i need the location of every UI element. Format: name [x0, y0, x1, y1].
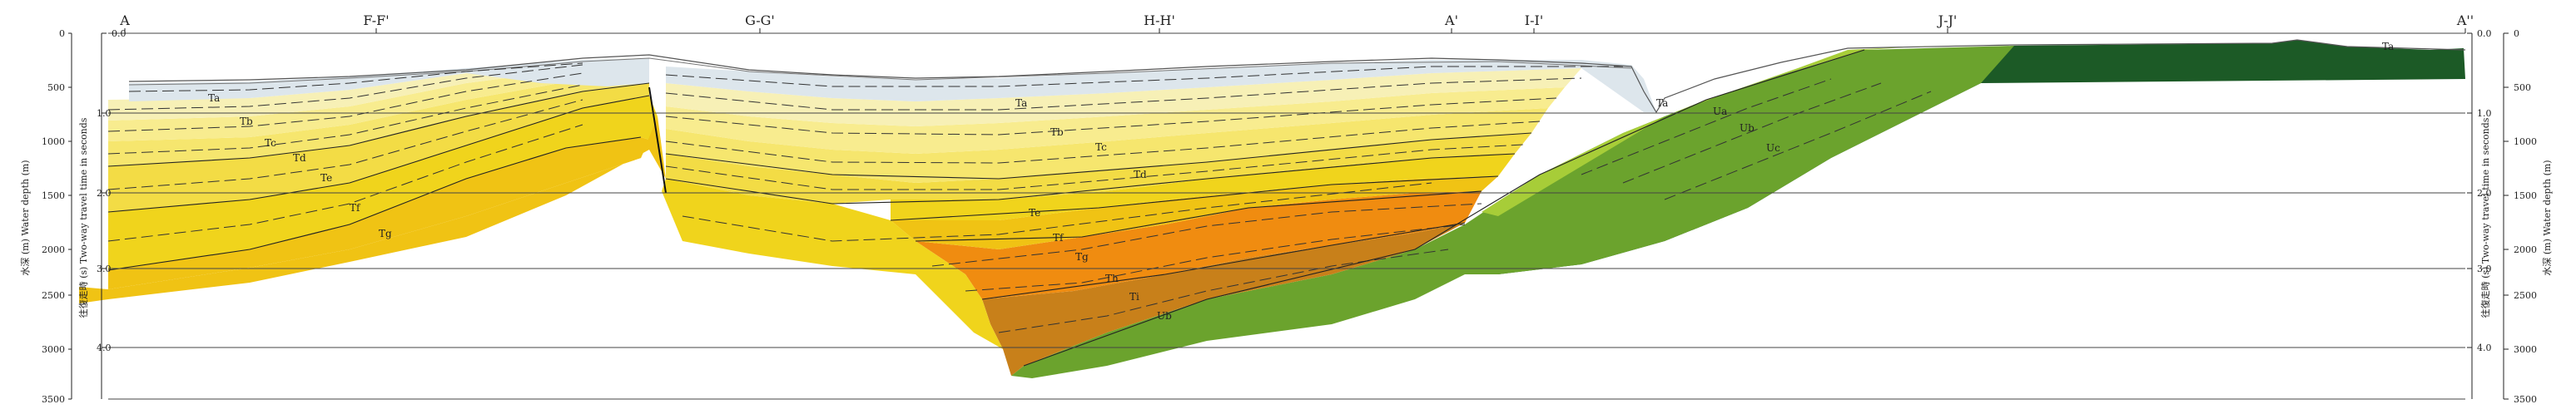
- time-tick-label: 2.0: [97, 188, 112, 199]
- layer-label-ta: Ta: [1015, 97, 1027, 109]
- depth-tick-label: 1000: [2514, 136, 2537, 147]
- unit-te: [108, 83, 1531, 212]
- layer-label-td: Td: [1134, 169, 1147, 180]
- reflector-lines: [107, 62, 1932, 333]
- depth-tick-label: 2000: [2514, 244, 2537, 255]
- location-label-g: G-G': [745, 12, 775, 28]
- layer-label-te: Te: [320, 172, 332, 184]
- sea-floor-line: [128, 39, 2466, 114]
- depth-tick-label: 500: [2514, 82, 2531, 93]
- layer-label-te: Te: [1029, 207, 1040, 219]
- left-time-axis-label: 往復走時 (s) Two-way travel time in seconds: [77, 117, 89, 318]
- time-tick-label: 0.0: [112, 28, 127, 39]
- layer-label-ta: Ta: [2382, 41, 2394, 52]
- location-markers: A F-F' G-G' H-H' A' I-I' J-J' A'': [119, 12, 2474, 33]
- layer-label-tf: Tf: [1053, 232, 1065, 244]
- depth-tick-label: 0: [2514, 28, 2519, 39]
- layer-label-td: Td: [293, 152, 306, 164]
- right-time-axis-label: 往復走時 (s) Two-way travel time in seconds: [2479, 117, 2491, 318]
- unit-tc: [108, 65, 1565, 154]
- left-time-ticks: 0.0 1.0 2.0 3.0 4.0: [97, 28, 127, 353]
- depth-tick-label: 1500: [2514, 190, 2537, 201]
- unit-ti: [982, 223, 1465, 376]
- time-tick-label: 3.0: [97, 264, 112, 274]
- time-tick-label: 2.0: [2477, 188, 2492, 199]
- left-depth-ticks: 0 500 1000 1500 2000 2500 3000 3500: [42, 28, 72, 405]
- layer-label-tc: Tc: [265, 137, 276, 149]
- time-tick-label: 4.0: [97, 343, 112, 353]
- time-grid: [108, 32, 2465, 400]
- time-tick-label: 1.0: [2477, 108, 2492, 119]
- unit-th: [916, 191, 1482, 299]
- depth-tick-label: 3000: [2514, 344, 2537, 355]
- layer-label-ub: Ub: [1157, 310, 1172, 322]
- right-axis: [2471, 33, 2504, 399]
- right-depth-ticks: 0 500 1000 1500 2000 2500 3000 3500: [2504, 28, 2537, 405]
- location-label-a: A: [119, 12, 130, 28]
- layer-label-tg: Tg: [1075, 251, 1089, 263]
- fault-line: [648, 86, 667, 194]
- unit-ub: [1011, 46, 2014, 378]
- depth-tick-label: 2500: [42, 290, 65, 301]
- depth-tick-label: 1000: [42, 136, 65, 147]
- horizon-lines: [107, 49, 1865, 367]
- location-label-a-prime: A': [1444, 12, 1458, 28]
- layer-label-th: Th: [1105, 273, 1119, 284]
- layer-label-tc: Tc: [1095, 141, 1107, 153]
- layer-label-tf: Tf: [350, 202, 361, 214]
- location-label-j: J-J': [1937, 12, 1958, 28]
- unit-ua: [1482, 46, 1931, 216]
- depth-tick-label: 500: [47, 82, 65, 93]
- right-depth-axis-label: 水深 (m) Water depth (m): [2542, 160, 2553, 275]
- layer-label-tb: Tb: [1050, 126, 1064, 138]
- layer-label-uc: Uc: [1766, 142, 1780, 154]
- layer-label-ta: Ta: [1656, 97, 1668, 109]
- layer-label-ua: Ua: [1713, 106, 1727, 117]
- location-label-a-double-prime: A'': [2456, 12, 2474, 28]
- location-label-i: I-I': [1525, 12, 1543, 28]
- depth-tick-label: 3000: [42, 344, 65, 355]
- layer-label-tb: Tb: [240, 116, 253, 127]
- layer-label-tg: Tg: [379, 228, 392, 239]
- unit-td: [108, 73, 1548, 183]
- layer-label-ta: Ta: [208, 92, 220, 104]
- depth-tick-label: 2500: [2514, 290, 2537, 301]
- depth-tick-label: 1500: [42, 190, 65, 201]
- right-time-ticks: 0.0 1.0 2.0 3.0 4.0: [2467, 28, 2492, 353]
- location-label-h: H-H': [1144, 12, 1175, 28]
- depth-tick-label: 3500: [42, 394, 65, 405]
- layer-labels: Ta Ta Ta Ta Tb Tb Tc Tc Td Td Te Te Tf T…: [208, 41, 2394, 322]
- time-tick-label: 1.0: [97, 108, 112, 119]
- layer-label-ti: Ti: [1129, 291, 1139, 303]
- location-label-f: F-F': [363, 12, 389, 28]
- depth-tick-label: 3500: [2514, 394, 2537, 405]
- unit-ta: [129, 58, 1656, 112]
- top-ta-line: [128, 57, 1632, 86]
- time-tick-label: 3.0: [2477, 264, 2492, 274]
- depth-tick-label: 2000: [42, 244, 65, 255]
- time-tick-label: 0.0: [2477, 28, 2492, 39]
- stratigraphic-units: [79, 40, 2465, 378]
- left-axis: [71, 33, 102, 399]
- time-tick-label: 4.0: [2477, 343, 2492, 353]
- unit-tb: [108, 58, 1581, 126]
- layer-label-ub: Ub: [1740, 122, 1755, 134]
- unit-tf: [108, 96, 1515, 349]
- depth-tick-label: 0: [59, 28, 65, 39]
- left-depth-axis-label: 水深 (m) Water depth (m): [20, 160, 31, 275]
